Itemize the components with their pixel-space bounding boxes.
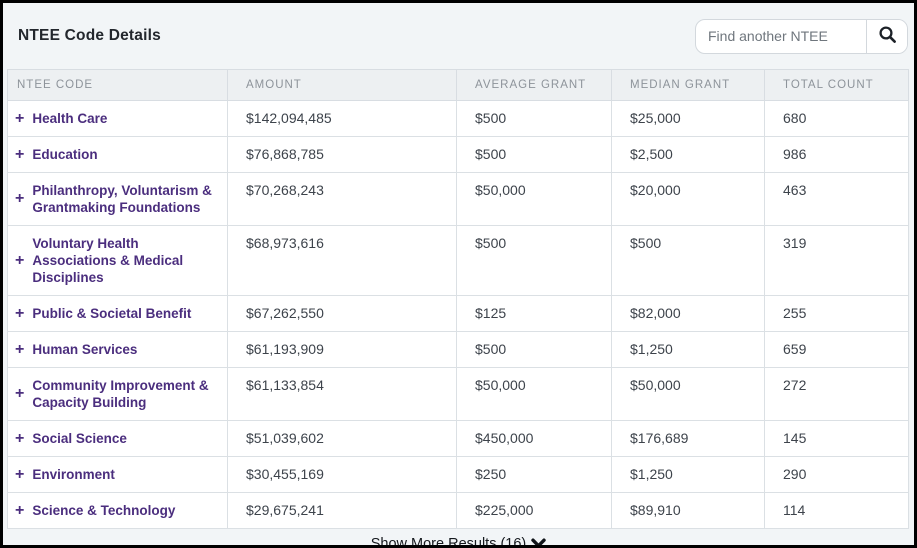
- show-more-results-label: Show More Results (16): [371, 536, 527, 548]
- amount-cell: $61,133,854: [228, 368, 457, 421]
- average-grant-cell: $50,000: [457, 173, 612, 226]
- ntee-code-label[interactable]: Community Improvement & Capacity Buildin…: [32, 377, 219, 411]
- expand-plus-icon[interactable]: +: [15, 468, 24, 482]
- ntee-code-cell[interactable]: + Community Improvement & Capacity Build…: [8, 368, 228, 421]
- average-grant-cell: $125: [457, 296, 612, 332]
- table-body: + Health Care $142,094,485 $500 $25,000 …: [8, 101, 909, 529]
- average-grant-cell: $50,000: [457, 368, 612, 421]
- expand-plus-icon[interactable]: +: [15, 307, 24, 321]
- table-row: + Voluntary Health Associations & Medica…: [8, 226, 909, 296]
- table-row: + Science & Technology $29,675,241 $225,…: [8, 493, 909, 529]
- average-grant-cell: $250: [457, 457, 612, 493]
- ntee-code-label[interactable]: Philanthropy, Voluntarism & Grantmaking …: [32, 182, 219, 216]
- ntee-code-cell[interactable]: + Health Care: [8, 101, 228, 137]
- average-grant-cell: $500: [457, 137, 612, 173]
- total-count-cell: 290: [765, 457, 909, 493]
- table-row: + Public & Societal Benefit $67,262,550 …: [8, 296, 909, 332]
- ntee-code-label[interactable]: Public & Societal Benefit: [32, 305, 191, 322]
- ntee-code-label[interactable]: Education: [32, 146, 97, 163]
- table-row: + Community Improvement & Capacity Build…: [8, 368, 909, 421]
- table-header-row: NTEE CODE AMOUNT AVERAGE GRANT MEDIAN GR…: [8, 70, 909, 101]
- amount-cell: $51,039,602: [228, 421, 457, 457]
- ntee-code-label[interactable]: Voluntary Health Associations & Medical …: [32, 235, 219, 286]
- expand-plus-icon[interactable]: +: [15, 254, 24, 268]
- topbar: NTEE Code Details: [3, 3, 914, 69]
- ntee-code-cell[interactable]: + Human Services: [8, 332, 228, 368]
- expand-plus-icon[interactable]: +: [15, 148, 24, 162]
- median-grant-cell: $500: [612, 226, 765, 296]
- amount-cell: $142,094,485: [228, 101, 457, 137]
- amount-cell: $70,268,243: [228, 173, 457, 226]
- total-count-cell: 463: [765, 173, 909, 226]
- search-box: [695, 19, 908, 54]
- total-count-cell: 145: [765, 421, 909, 457]
- amount-cell: $61,193,909: [228, 332, 457, 368]
- column-header-total-count: TOTAL COUNT: [765, 70, 909, 101]
- amount-cell: $30,455,169: [228, 457, 457, 493]
- total-count-cell: 114: [765, 493, 909, 529]
- ntee-details-panel: NTEE Code Details NTEE CODE AMOUNT AVE: [0, 0, 917, 548]
- table-row: + Social Science $51,039,602 $450,000 $1…: [8, 421, 909, 457]
- ntee-code-cell[interactable]: + Science & Technology: [8, 493, 228, 529]
- expand-plus-icon[interactable]: +: [15, 432, 24, 446]
- amount-cell: $29,675,241: [228, 493, 457, 529]
- search-icon: [878, 25, 897, 47]
- ntee-code-cell[interactable]: + Education: [8, 137, 228, 173]
- expand-plus-icon[interactable]: +: [15, 504, 24, 518]
- average-grant-cell: $225,000: [457, 493, 612, 529]
- median-grant-cell: $89,910: [612, 493, 765, 529]
- ntee-code-label[interactable]: Social Science: [32, 430, 127, 447]
- expand-plus-icon[interactable]: +: [15, 192, 24, 206]
- show-more-results-button[interactable]: Show More Results (16): [3, 529, 914, 548]
- total-count-cell: 659: [765, 332, 909, 368]
- table-row: + Health Care $142,094,485 $500 $25,000 …: [8, 101, 909, 137]
- ntee-code-cell[interactable]: + Philanthropy, Voluntarism & Grantmakin…: [8, 173, 228, 226]
- total-count-cell: 986: [765, 137, 909, 173]
- total-count-cell: 680: [765, 101, 909, 137]
- ntee-code-cell[interactable]: + Voluntary Health Associations & Medica…: [8, 226, 228, 296]
- median-grant-cell: $1,250: [612, 332, 765, 368]
- ntee-table: NTEE CODE AMOUNT AVERAGE GRANT MEDIAN GR…: [7, 69, 910, 529]
- median-grant-cell: $176,689: [612, 421, 765, 457]
- total-count-cell: 319: [765, 226, 909, 296]
- column-header-ntee-code: NTEE CODE: [8, 70, 228, 101]
- search-button[interactable]: [866, 20, 907, 53]
- chevron-down-icon: [531, 537, 546, 548]
- median-grant-cell: $2,500: [612, 137, 765, 173]
- ntee-code-label[interactable]: Human Services: [32, 341, 137, 358]
- page-title: NTEE Code Details: [18, 27, 161, 45]
- table-row: + Education $76,868,785 $500 $2,500 986: [8, 137, 909, 173]
- ntee-code-label[interactable]: Health Care: [32, 110, 107, 127]
- table-row: + Philanthropy, Voluntarism & Grantmakin…: [8, 173, 909, 226]
- column-header-average-grant: AVERAGE GRANT: [457, 70, 612, 101]
- average-grant-cell: $500: [457, 101, 612, 137]
- search-input[interactable]: [696, 20, 866, 53]
- total-count-cell: 272: [765, 368, 909, 421]
- median-grant-cell: $25,000: [612, 101, 765, 137]
- column-header-median-grant: MEDIAN GRANT: [612, 70, 765, 101]
- expand-plus-icon[interactable]: +: [15, 387, 24, 401]
- total-count-cell: 255: [765, 296, 909, 332]
- ntee-code-label[interactable]: Science & Technology: [32, 502, 175, 519]
- amount-cell: $76,868,785: [228, 137, 457, 173]
- expand-plus-icon[interactable]: +: [15, 112, 24, 126]
- amount-cell: $68,973,616: [228, 226, 457, 296]
- ntee-code-cell[interactable]: + Environment: [8, 457, 228, 493]
- ntee-code-cell[interactable]: + Public & Societal Benefit: [8, 296, 228, 332]
- median-grant-cell: $1,250: [612, 457, 765, 493]
- average-grant-cell: $450,000: [457, 421, 612, 457]
- column-header-amount: AMOUNT: [228, 70, 457, 101]
- ntee-code-cell[interactable]: + Social Science: [8, 421, 228, 457]
- average-grant-cell: $500: [457, 332, 612, 368]
- average-grant-cell: $500: [457, 226, 612, 296]
- table-row: + Human Services $61,193,909 $500 $1,250…: [8, 332, 909, 368]
- median-grant-cell: $82,000: [612, 296, 765, 332]
- amount-cell: $67,262,550: [228, 296, 457, 332]
- median-grant-cell: $20,000: [612, 173, 765, 226]
- table-row: + Environment $30,455,169 $250 $1,250 29…: [8, 457, 909, 493]
- median-grant-cell: $50,000: [612, 368, 765, 421]
- expand-plus-icon[interactable]: +: [15, 343, 24, 357]
- ntee-code-label[interactable]: Environment: [32, 466, 115, 483]
